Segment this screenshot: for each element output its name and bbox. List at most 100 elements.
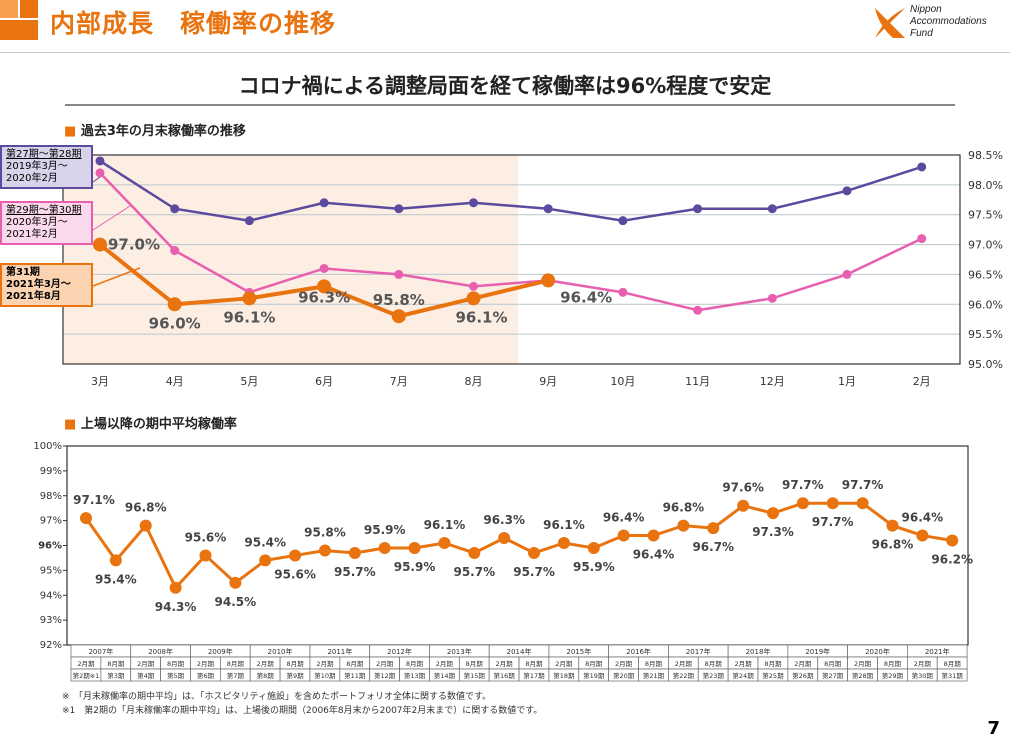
- period-label: 第12期: [374, 671, 396, 680]
- data-point: [886, 519, 899, 532]
- data-point: [378, 541, 391, 554]
- half-label: 8月期: [645, 660, 663, 668]
- data-label: 96.0%: [149, 314, 201, 332]
- data-label: 96.8%: [872, 538, 914, 552]
- data-label: 94.3%: [155, 600, 197, 614]
- x-tick-label: 9月: [539, 375, 557, 388]
- data-point: [541, 273, 556, 288]
- data-point: [469, 281, 478, 291]
- half-label: 2月期: [675, 660, 693, 668]
- data-point: [796, 497, 809, 510]
- data-point: [842, 269, 852, 279]
- data-label: 96.8%: [125, 501, 167, 515]
- year-label: 2014年: [507, 647, 532, 656]
- x-tick-label: 4月: [166, 375, 184, 388]
- period-label: 第14期: [434, 671, 456, 680]
- half-label: 2月期: [257, 660, 275, 668]
- period-label: 第2期※1: [73, 671, 100, 680]
- data-point: [318, 544, 331, 557]
- y-tick-label: 94%: [40, 590, 62, 601]
- half-label: 2月期: [197, 660, 215, 668]
- data-label: 95.9%: [364, 523, 406, 537]
- average-occupancy-chart: 92% 93% 94% 95% 96% 97% 98% 99% 100% 97.1% 95.4% 96…: [33, 441, 973, 682]
- period-label: 第22期: [673, 671, 695, 680]
- data-point: [139, 519, 152, 532]
- data-point: [93, 237, 107, 252]
- data-label: 96.8%: [663, 501, 705, 515]
- data-label: 96.4%: [902, 511, 944, 525]
- half-label: 2月期: [854, 660, 872, 668]
- data-point: [167, 297, 182, 312]
- period-label: 第31期: [942, 671, 964, 680]
- half-label: 8月期: [406, 660, 424, 668]
- y-tick-label: 97%: [40, 516, 62, 527]
- period-label: 第6期: [197, 671, 215, 680]
- legend-connector: [92, 205, 131, 231]
- data-point: [242, 291, 257, 306]
- x-tick-label: 12月: [760, 375, 785, 388]
- data-point: [170, 246, 180, 256]
- half-label: 8月期: [466, 660, 484, 668]
- data-point: [647, 529, 660, 542]
- x-tick-label: 2月: [913, 375, 931, 388]
- year-label: 2007年: [88, 647, 113, 656]
- data-label: 96.4%: [560, 288, 612, 306]
- period-label: 第29期: [882, 671, 904, 680]
- data-label: 96.1%: [543, 518, 585, 532]
- x-tick-label: 11月: [685, 375, 710, 388]
- half-label: 8月期: [944, 660, 962, 668]
- year-label: 2015年: [566, 647, 591, 656]
- note: ※ 「月末稼働率の期中平均」は、「ホスピタリティ施設」を含めたポートフォリオ全体…: [62, 692, 492, 702]
- data-label: 94.5%: [215, 595, 257, 609]
- data-point: [199, 549, 212, 562]
- half-label: 2月期: [77, 660, 95, 668]
- series-line: [99, 172, 923, 312]
- page-title: 内部成長 稼働率の推移: [50, 9, 337, 38]
- period-label: 第8期: [257, 671, 275, 680]
- series-line: [99, 159, 923, 222]
- period-label: 第10期: [314, 671, 336, 680]
- year-label: 2020年: [865, 647, 890, 656]
- data-point: [917, 234, 927, 244]
- period-label: 第5期: [167, 671, 185, 680]
- data-label: 95.6%: [274, 567, 316, 581]
- data-label: 97.0%: [108, 236, 160, 254]
- x-tick-label: 5月: [240, 375, 258, 388]
- data-point: [319, 263, 329, 273]
- data-point: [95, 168, 105, 178]
- x-tick-label: 8月: [465, 375, 483, 388]
- data-point: [170, 204, 180, 214]
- year-label: 2008年: [148, 647, 173, 656]
- data-label: 95.4%: [244, 535, 286, 549]
- y-tick-label: 95.0%: [968, 358, 1003, 371]
- period-label: 第23期: [703, 671, 725, 680]
- half-label: 2月期: [316, 660, 334, 668]
- data-label: 97.6%: [722, 481, 764, 495]
- data-point: [842, 186, 852, 196]
- x-tick-label: 7月: [390, 375, 408, 388]
- data-point: [408, 541, 421, 554]
- data-point: [95, 156, 105, 166]
- data-label: 95.8%: [304, 525, 346, 539]
- period-label: 第26期: [792, 671, 814, 680]
- data-point: [259, 554, 272, 567]
- legend-fp27-28: 第27期～第28期 2019年3月～ 2020年2月: [0, 145, 93, 189]
- half-label: 2月期: [555, 660, 573, 668]
- period-label: 第30期: [912, 671, 934, 680]
- period-label: 第16期: [493, 671, 515, 680]
- data-label: 95.9%: [394, 560, 436, 574]
- legend-connector: [92, 176, 101, 183]
- header-decoration: [0, 0, 38, 40]
- half-label: 8月期: [286, 660, 304, 668]
- plot-frame: [62, 154, 961, 365]
- half-label: 2月期: [914, 660, 932, 668]
- period-label: 第27期: [822, 671, 844, 680]
- y-tick-label: 93%: [40, 615, 62, 626]
- data-label: 95.6%: [185, 530, 227, 544]
- data-label: 96.4%: [603, 511, 645, 525]
- period-label: 第7期: [227, 671, 245, 680]
- data-label: 95.7%: [513, 565, 555, 579]
- x-tick-label: 6月: [315, 375, 333, 388]
- data-point: [916, 529, 929, 542]
- x-tick-label: 10月: [610, 375, 635, 388]
